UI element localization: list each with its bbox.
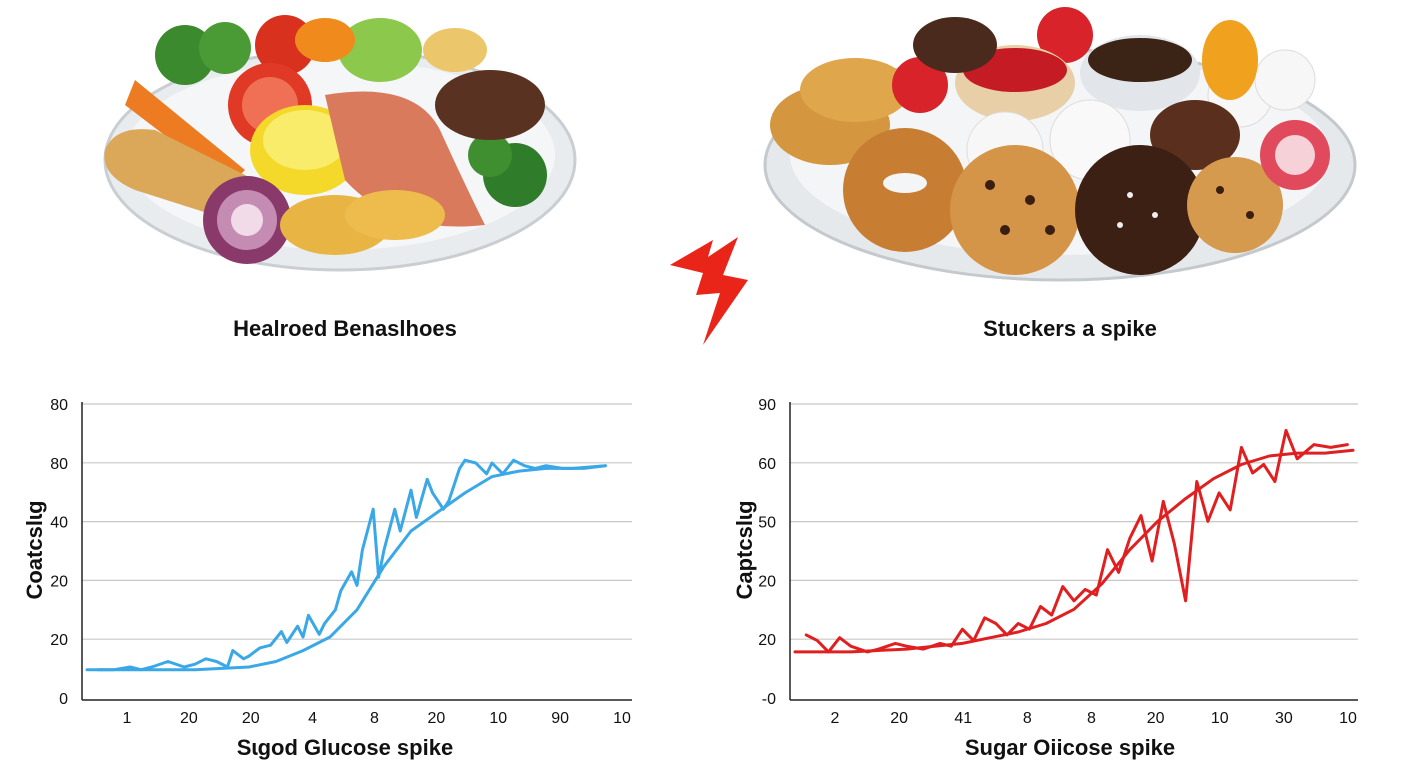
x-tick-label: 1 <box>123 710 132 727</box>
sweets-plate-icon <box>763 7 1357 282</box>
x-tick-label: 10 <box>613 710 631 727</box>
y-tick-label: 40 <box>50 515 68 532</box>
y-tick-label: -0 <box>762 691 776 708</box>
lightning-bolt-icon <box>670 237 748 345</box>
x-tick-label: 30 <box>1275 710 1293 727</box>
healthy-plate-caption: Healroed Benaslhoes <box>233 316 457 341</box>
healthy-glucose-chart: 80 80 40 20 20 0 1 20 20 4 8 20 10 90 10 Coatcslɩg Sɩ… <box>22 397 632 760</box>
y-tick-label: 20 <box>758 573 776 590</box>
y-tick-label: 20 <box>50 632 68 649</box>
x-tick-label: 20 <box>890 710 908 727</box>
y-axis-title: Captcslɩg <box>732 500 757 599</box>
y-tick-label: 80 <box>50 397 68 414</box>
x-tick-label: 10 <box>1339 710 1357 727</box>
y-tick-label: 90 <box>758 397 776 414</box>
y-tick-label: 50 <box>758 515 776 532</box>
healthy-food-plate-icon <box>103 15 577 272</box>
x-axis-title: Sugar Oiicose spike <box>965 735 1175 760</box>
y-tick-label: 20 <box>758 632 776 649</box>
x-tick-label: 20 <box>427 710 445 727</box>
series-line-noisy <box>96 458 607 672</box>
sweets-glucose-chart: 90 60 50 20 20 -0 2 20 41 8 8 20 10 30 10 Captcslɩg S… <box>732 397 1358 760</box>
x-tick-label: 2 <box>831 710 840 727</box>
y-tick-label: 20 <box>50 573 68 590</box>
y-axis-title: Coatcslɩg <box>22 500 47 599</box>
y-tick-label: 80 <box>50 456 68 473</box>
x-tick-label: 8 <box>1087 710 1096 727</box>
y-tick-label: 60 <box>758 456 776 473</box>
series-line-smooth <box>793 448 1355 654</box>
x-tick-label: 41 <box>954 710 972 727</box>
sweets-plate-caption: Stuckers a spike <box>983 316 1157 341</box>
x-tick-label: 20 <box>242 710 260 727</box>
x-axis-title: Sɩgod Glucose spike <box>237 735 453 760</box>
x-tick-label: 20 <box>180 710 198 727</box>
series-line-smooth <box>85 464 607 672</box>
x-tick-label: 8 <box>1023 710 1032 727</box>
x-tick-label: 20 <box>1147 710 1165 727</box>
x-tick-label: 90 <box>551 710 569 727</box>
x-tick-label: 8 <box>370 710 379 727</box>
series-line-noisy <box>804 428 1349 654</box>
y-tick-label: 0 <box>59 691 68 708</box>
x-tick-label: 4 <box>308 710 317 727</box>
x-tick-label: 10 <box>1211 710 1229 727</box>
x-tick-label: 10 <box>489 710 507 727</box>
